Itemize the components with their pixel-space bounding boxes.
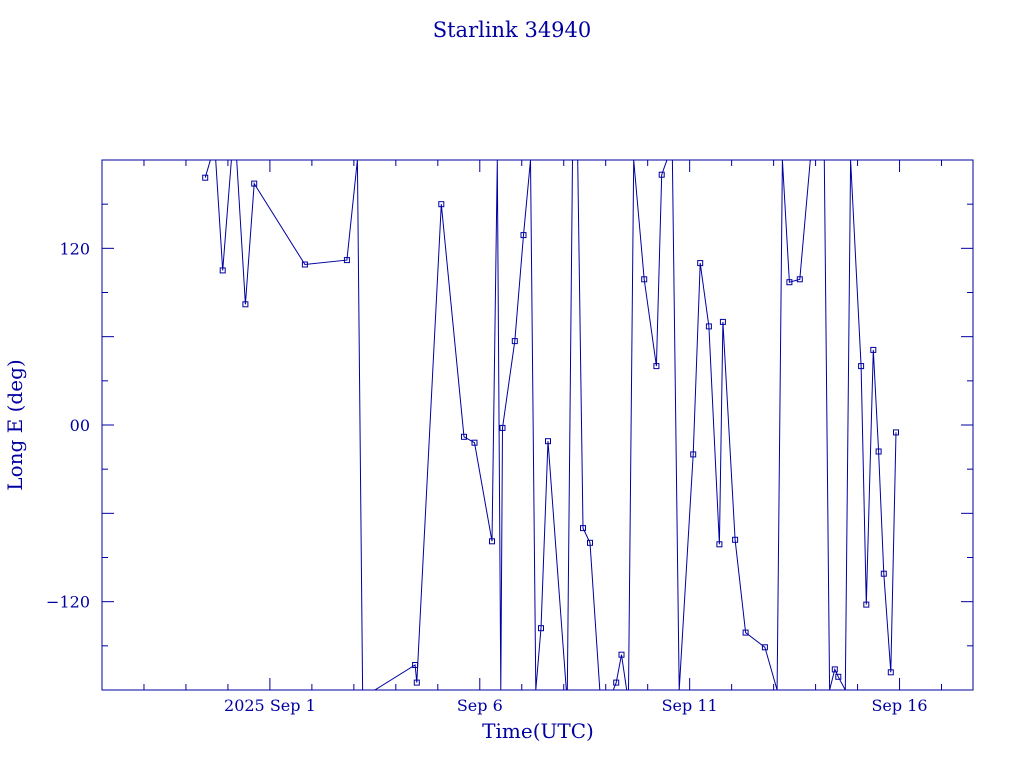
data-point-marker	[242, 301, 249, 308]
data-point-marker	[716, 541, 723, 548]
data-point-marker	[719, 318, 726, 325]
data-point-marker	[251, 180, 258, 187]
x-tick-label: Sep 6	[457, 696, 503, 715]
data-point-marker	[520, 232, 527, 239]
data-point-marker	[613, 679, 620, 686]
y-tick-label: −120	[46, 593, 90, 612]
x-tick-label: 2025 Sep 1	[224, 696, 316, 715]
data-point-marker	[887, 669, 894, 676]
data-point-marker	[786, 279, 793, 286]
data-point-marker	[471, 439, 478, 446]
data-point-marker	[870, 346, 877, 353]
data-point-marker	[893, 429, 899, 436]
data-point-marker	[875, 448, 882, 455]
plot-frame	[101, 159, 974, 691]
data-point-marker	[301, 261, 308, 268]
x-axis-label: Time(UTC)	[482, 719, 594, 743]
tick-labels: 2025 Sep 1 Sep 6 Sep 11 Sep 16 120 00 −120	[46, 239, 928, 715]
data-point-marker	[641, 276, 648, 283]
data-point-marker	[412, 662, 419, 668]
data-point-marker	[413, 679, 420, 686]
axis-ticks	[101, 160, 973, 690]
y-axis-label: Long E (deg)	[3, 359, 27, 490]
data-point-marker	[831, 666, 838, 673]
data-point-marker	[343, 257, 350, 264]
data-point-marker	[438, 201, 445, 208]
data-point-marker	[658, 171, 665, 178]
data-point-marker	[796, 276, 803, 283]
chart-title: Starlink 34940	[433, 18, 592, 42]
series-layer	[202, 160, 899, 690]
data-point-marker	[580, 525, 586, 532]
data-point-marker	[538, 625, 544, 632]
data-point-marker	[653, 363, 660, 370]
data-point-marker	[858, 363, 865, 370]
data-point-marker	[219, 267, 226, 274]
data-point-marker	[880, 570, 887, 577]
data-point-marker	[618, 651, 625, 658]
data-point-marker	[511, 338, 518, 345]
data-point-marker	[761, 644, 768, 651]
y-tick-label: 00	[70, 416, 90, 435]
data-point-marker	[461, 433, 467, 440]
data-point-marker	[499, 424, 506, 431]
y-tick-label: 120	[59, 239, 90, 258]
x-tick-label: Sep 11	[662, 696, 718, 715]
data-point-marker	[697, 260, 704, 267]
data-point-marker	[863, 601, 870, 608]
series-line	[204, 160, 897, 690]
data-point-marker	[202, 174, 209, 181]
data-point-marker	[835, 673, 842, 680]
data-point-marker	[742, 629, 749, 636]
data-point-marker	[587, 539, 593, 546]
data-point-marker	[732, 536, 739, 543]
data-point-marker	[705, 323, 712, 330]
data-point-marker	[489, 538, 495, 545]
data-point-marker	[690, 451, 697, 458]
data-point-marker	[545, 438, 551, 445]
x-tick-label: Sep 16	[871, 696, 927, 715]
